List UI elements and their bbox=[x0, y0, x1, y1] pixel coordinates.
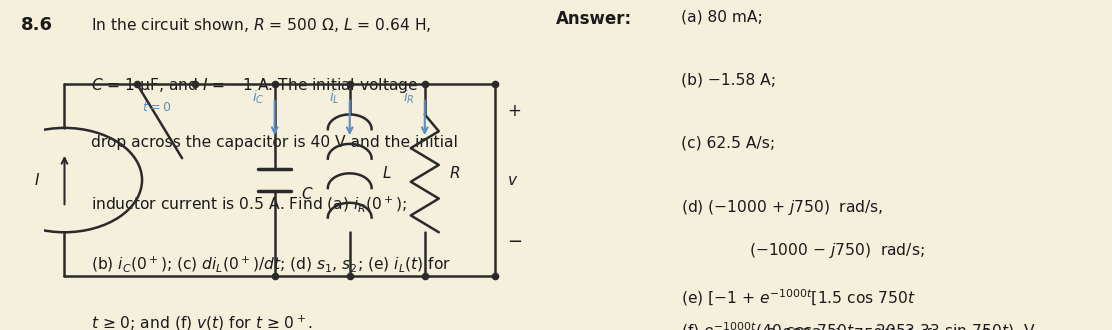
Text: $t=0$: $t=0$ bbox=[142, 101, 171, 114]
Text: $C$: $C$ bbox=[301, 185, 314, 202]
Text: (d) (−1000 + $j$750)  rad/s,: (d) (−1000 + $j$750) rad/s, bbox=[681, 198, 883, 217]
Text: +: + bbox=[507, 102, 522, 120]
Text: (a) 80 mA;: (a) 80 mA; bbox=[681, 10, 763, 25]
Text: $I$: $I$ bbox=[34, 172, 40, 188]
Text: $R$: $R$ bbox=[449, 165, 460, 182]
Text: (e) [−1 + $e^{-1000t}$[1.5 cos 750$t$: (e) [−1 + $e^{-1000t}$[1.5 cos 750$t$ bbox=[681, 287, 916, 308]
Text: $L$: $L$ bbox=[381, 165, 391, 182]
Text: + 2.0833 sin 750$t$]  A, for $t$ ≥ 0;: + 2.0833 sin 750$t$] A, for $t$ ≥ 0; bbox=[749, 327, 995, 330]
Text: $C$ = 1 μF, and $I$ = −1 A. The initial voltage: $C$ = 1 μF, and $I$ = −1 A. The initial … bbox=[91, 76, 419, 95]
Text: $i_L$: $i_L$ bbox=[329, 89, 340, 106]
Text: drop across the capacitor is 40 V and the initial: drop across the capacitor is 40 V and th… bbox=[91, 135, 458, 150]
Text: −: − bbox=[507, 233, 523, 251]
Text: Answer:: Answer: bbox=[556, 10, 633, 28]
Text: (c) 62.5 A/s;: (c) 62.5 A/s; bbox=[681, 135, 775, 150]
Text: (f) $e^{-1000t}$(40 cos 750$t$ − 2053.33 sin 750$t$)  V,: (f) $e^{-1000t}$(40 cos 750$t$ − 2053.33… bbox=[681, 320, 1040, 330]
Text: In the circuit shown, $R$ = 500 Ω, $L$ = 0.64 H,: In the circuit shown, $R$ = 500 Ω, $L$ =… bbox=[91, 16, 431, 35]
Text: $i_R$: $i_R$ bbox=[403, 89, 415, 106]
Text: inductor current is 0.5 A. Find (a) $i_R$(0$^+$);: inductor current is 0.5 A. Find (a) $i_R… bbox=[91, 195, 407, 214]
Text: 8.6: 8.6 bbox=[21, 16, 53, 35]
Text: $v$: $v$ bbox=[507, 173, 518, 187]
Text: $i_C$: $i_C$ bbox=[252, 89, 265, 106]
Text: (b) −1.58 A;: (b) −1.58 A; bbox=[681, 73, 776, 87]
Text: $t$ ≥ 0; and (f) $v$($t$) for $t$ ≥ 0$^+$.: $t$ ≥ 0; and (f) $v$($t$) for $t$ ≥ 0$^+… bbox=[91, 314, 314, 330]
Text: (b) $i_C$(0$^+$); (c) $di_L$(0$^+$)/$dt$; (d) $s_1$, $s_2$; (e) $i_L$($t$) for: (b) $i_C$(0$^+$); (c) $di_L$(0$^+$)/$dt$… bbox=[91, 254, 451, 274]
Text: (−1000 − $j$750)  rad/s;: (−1000 − $j$750) rad/s; bbox=[749, 241, 925, 260]
